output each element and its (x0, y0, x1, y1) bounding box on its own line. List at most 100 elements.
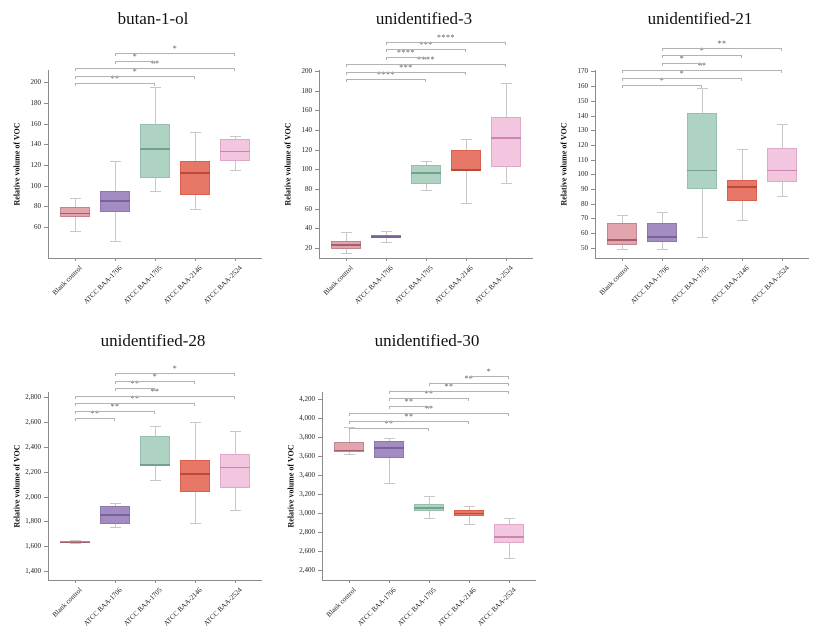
significance-label: * (132, 66, 138, 76)
x-tick-label: ATCC BAA-1705 (669, 264, 711, 306)
median-line (491, 136, 521, 139)
box-ATCC BAA-1706 (100, 505, 130, 524)
chart-panel: unidentified-28 Relative volume of VOC 1,4… (0, 322, 282, 640)
y-tick-label: 80 (581, 199, 588, 208)
significance-label: ** (150, 386, 160, 396)
box-ATCC BAA-2146 (451, 149, 481, 172)
significance-label: **** (397, 47, 415, 57)
significance-label: * (659, 76, 665, 85)
significance-bracket (75, 410, 155, 414)
significance-bracket (386, 56, 426, 60)
significance-bracket (386, 49, 466, 52)
y-tick-label: 100 (577, 170, 589, 179)
y-tick-mark (315, 169, 319, 171)
x-tick-mark (662, 258, 663, 261)
y-tick-mark (591, 144, 595, 146)
whisker-cap-bottom (500, 183, 512, 185)
x-tick-mark (115, 258, 116, 261)
whisker-cap-bottom (343, 453, 355, 455)
chart-title: butan-1-ol (117, 9, 189, 28)
x-tick-mark (622, 258, 623, 261)
median-line (687, 169, 717, 172)
chart-panel: unidentified-3 Relative volume of VOC 20 40… (271, 0, 553, 318)
whisker-line (348, 426, 350, 454)
whisker-cap-bottom (149, 480, 161, 482)
box-ATCC BAA-2146 (727, 180, 757, 201)
chart-panel: unidentified-30 Relative volume of VOC 2,4… (274, 322, 556, 640)
whisker-cap-top (383, 437, 395, 439)
whisker-cap-bottom (696, 237, 708, 239)
whisker-cap-top (340, 232, 352, 234)
box-ATCC BAA-1705 (140, 123, 170, 179)
y-tick-mark (315, 149, 319, 151)
x-tick-mark (782, 258, 783, 261)
significance-bracket (622, 70, 782, 73)
box-Blank control (607, 222, 637, 245)
whisker-cap-top (503, 517, 515, 519)
y-tick-label: 80 (305, 185, 312, 194)
significance-bracket (662, 55, 742, 58)
y-tick-mark (591, 159, 595, 161)
whisker-cap-top (776, 124, 788, 126)
y-tick-label: 200 (301, 66, 313, 75)
y-tick-mark (591, 218, 595, 220)
y-tick-mark (44, 123, 48, 125)
x-tick-label: ATCC BAA-1706 (629, 264, 671, 306)
y-tick-label: 1,400 (25, 567, 41, 576)
whisker-cap-top (696, 87, 708, 89)
y-tick-label: 2,800 (25, 392, 41, 401)
y-tick-label: 2,200 (25, 467, 41, 476)
median-line (454, 512, 484, 515)
x-tick-mark (429, 580, 430, 583)
y-tick-mark (44, 571, 48, 573)
whisker-cap-top (500, 82, 512, 84)
box-Blank control (334, 441, 364, 452)
median-line (411, 172, 441, 174)
y-tick-mark (315, 208, 319, 210)
whisker-cap-bottom (420, 190, 432, 192)
whisker-cap-top (149, 426, 161, 428)
y-tick-label: 130 (577, 126, 589, 135)
whisker-cap-top (189, 421, 201, 423)
y-tick-mark (315, 228, 319, 230)
significance-bracket (75, 403, 195, 406)
box-ATCC BAA-2146 (454, 510, 484, 517)
whisker-cap-top (380, 231, 392, 233)
y-tick-mark (318, 398, 322, 400)
significance-bracket (115, 373, 235, 376)
significance-label: * (172, 364, 178, 373)
median-line (334, 449, 364, 452)
y-tick-mark (44, 206, 48, 208)
y-tick-label: 160 (301, 106, 313, 115)
y-tick-mark (44, 546, 48, 548)
box-ATCC BAA-1706 (100, 190, 130, 212)
significance-label: ** (130, 379, 140, 388)
x-tick-mark (75, 580, 76, 583)
box-ATCC BAA-2524 (220, 139, 250, 161)
significance-bracket (115, 53, 235, 56)
x-tick-label: ATCC BAA-2146 (162, 586, 204, 628)
x-tick-label: ATCC BAA-2146 (433, 264, 475, 306)
whisker-cap-bottom (109, 241, 121, 243)
y-tick-mark (591, 130, 595, 132)
x-tick-label: Blank control (597, 264, 631, 297)
whisker-cap-top (423, 495, 435, 497)
median-line (100, 513, 130, 516)
chart-title: unidentified-21 (647, 9, 753, 28)
chart-title: unidentified-30 (374, 331, 480, 350)
significance-label: *** (399, 62, 413, 72)
whisker-cap-bottom (69, 231, 81, 233)
y-tick-mark (44, 521, 48, 523)
significance-label: * (699, 46, 705, 55)
significance-label: * (679, 53, 685, 63)
significance-label: **** (377, 70, 395, 79)
significance-label: ** (384, 419, 394, 428)
x-tick-mark (235, 580, 236, 583)
y-tick-mark (44, 165, 48, 167)
y-tick-mark (44, 144, 48, 146)
whisker-cap-top (109, 502, 121, 504)
significance-label: ** (404, 411, 414, 421)
y-tick-label: 3,000 (299, 508, 315, 517)
y-tick-mark (591, 233, 595, 235)
box-ATCC BAA-2524 (220, 453, 250, 488)
